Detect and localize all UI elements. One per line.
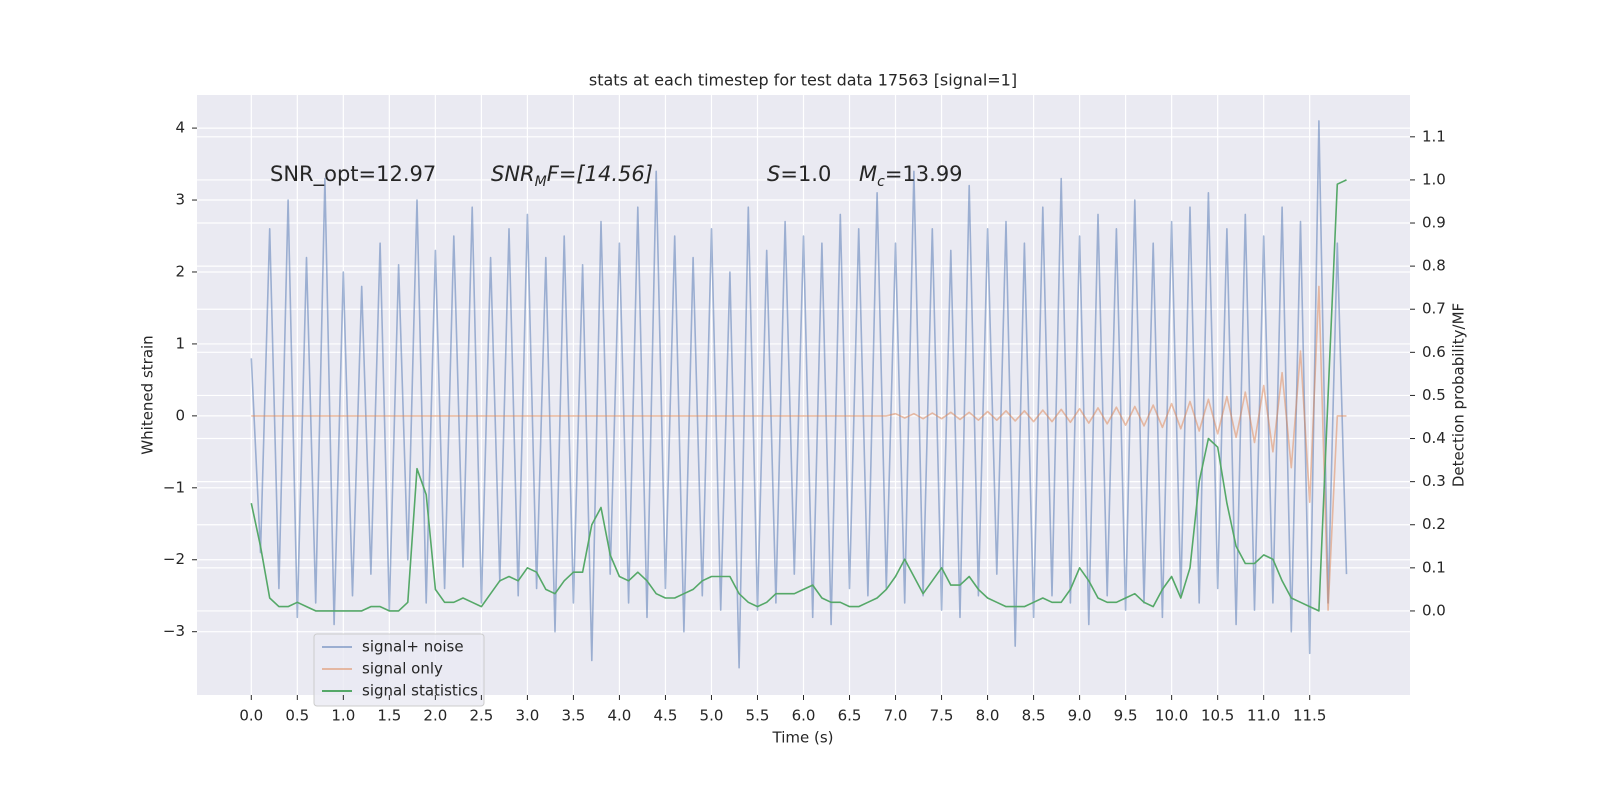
x-tick-label: 10.0	[1155, 707, 1188, 725]
annotation-subscript: c	[877, 174, 885, 190]
y2-tick-label: 0.8	[1422, 257, 1446, 275]
y-tick-label: 3	[175, 191, 185, 209]
y-tick-label: 0	[175, 406, 185, 424]
x-tick-label: 6.0	[792, 707, 816, 725]
y2-tick-label: 1.1	[1422, 127, 1446, 145]
series-line	[250, 120, 1348, 669]
x-tick-label: 9.0	[1068, 707, 1092, 725]
y-tick-label: −3	[163, 622, 185, 640]
x-axis-label: Time (s)	[772, 729, 834, 747]
x-tick-label: 4.0	[608, 707, 632, 725]
x-tick-label: 9.5	[1114, 707, 1138, 725]
y-tick-label: 2	[175, 262, 185, 280]
x-tick-label: 7.0	[884, 707, 908, 725]
annotation-text: SNR	[491, 162, 535, 186]
x-tick-label: 1.5	[377, 707, 401, 725]
x-tick-label: 2.0	[423, 707, 447, 725]
y2-tick-label: 1.0	[1422, 170, 1446, 188]
annotation: SNR_opt=12.97	[270, 162, 436, 187]
y2-tick-label: 0.2	[1422, 515, 1446, 533]
y2-tick-label: 0.0	[1422, 601, 1446, 619]
x-tick-label: 10.5	[1201, 707, 1234, 725]
y2-tick-label: 0.4	[1422, 429, 1446, 447]
y2-tick-label: 0.5	[1422, 386, 1446, 404]
annotation-text: S	[767, 162, 780, 186]
annotation-text: M	[859, 162, 877, 186]
y-tick-label: 4	[175, 119, 185, 137]
x-tick-label: 0.5	[285, 707, 309, 725]
x-tick-label: 4.5	[654, 707, 678, 725]
x-tick-label: 6.5	[838, 707, 862, 725]
x-tick-label: 8.0	[976, 707, 1000, 725]
annotation: Mc=13.99	[859, 162, 963, 190]
series-line	[251, 285, 1347, 611]
annotation-text: F=[14.56]	[547, 162, 653, 186]
y-axis-label: Whitened strain	[139, 335, 157, 454]
annotation-subscript: M	[535, 174, 547, 190]
legend-box	[313, 633, 485, 707]
annotation-text: =1.0	[780, 162, 831, 186]
annotations: SNR_opt=12.97 SNRMF=[14.56] S=1.0 Mc=13.…	[270, 162, 963, 190]
legend-label: signal only	[362, 660, 443, 678]
y-tick-label: −2	[163, 550, 185, 568]
series-line	[250, 179, 1347, 612]
legend: signal+ noise signal only signal statistic…	[313, 633, 485, 707]
y2-tick-label: 0.1	[1422, 558, 1446, 576]
legend-label: signal statistics	[362, 682, 478, 700]
y2-tick-label: 0.9	[1422, 214, 1446, 232]
legend-label: signal+ noise	[362, 638, 464, 656]
plot-area	[197, 95, 1410, 695]
x-tick-label: 5.0	[700, 707, 724, 725]
x-tick-label: 1.0	[331, 707, 355, 725]
annotation-text: =13.99	[885, 162, 963, 186]
x-tick-label: 3.0	[515, 707, 539, 725]
y2-tick-label: 0.7	[1422, 300, 1446, 318]
x-tick-label: 8.5	[1022, 707, 1046, 725]
y2-tick-label: 0.3	[1422, 472, 1446, 490]
chart-title: stats at each timestep for test data 175…	[589, 71, 1017, 90]
x-tick-label: 3.5	[561, 707, 585, 725]
annotation-text: SNR_opt=12.97	[270, 162, 436, 187]
y-tick-label: 1	[175, 334, 185, 352]
x-tick-label: 7.5	[930, 707, 954, 725]
y2-axis-label: Detection probability/MF	[1450, 303, 1468, 487]
annotation: SNRMF=[14.56]	[491, 162, 653, 190]
y-tick-label: −1	[163, 478, 185, 496]
x-tick-label: 11.5	[1293, 707, 1326, 725]
x-tick-label: 0.0	[239, 707, 263, 725]
y2-tick-label: 0.6	[1422, 343, 1446, 361]
annotation: S=1.0	[767, 162, 831, 186]
x-tick-label: 11.0	[1247, 707, 1280, 725]
x-tick-label: 2.5	[469, 707, 493, 725]
x-tick-label: 5.5	[746, 707, 770, 725]
